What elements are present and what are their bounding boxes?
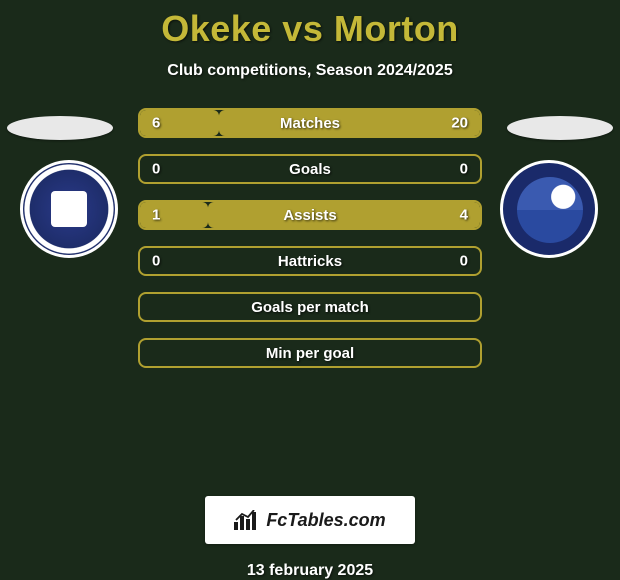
bar-chart-icon bbox=[234, 510, 260, 530]
stat-value-left: 0 bbox=[152, 161, 160, 178]
stat-value-left: 1 bbox=[152, 207, 160, 224]
header: Okeke vs Morton Club competitions, Seaso… bbox=[0, 0, 620, 80]
stat-row: Goals 0 0 bbox=[138, 154, 482, 184]
stat-label: Goals bbox=[289, 161, 331, 178]
stat-row: Goals per match bbox=[138, 292, 482, 322]
page-subtitle: Club competitions, Season 2024/2025 bbox=[0, 62, 620, 80]
stat-row: Matches 6 20 bbox=[138, 108, 482, 138]
stat-label: Goals per match bbox=[251, 299, 369, 316]
stat-fill-left bbox=[140, 202, 208, 228]
southend-badge-icon bbox=[500, 160, 598, 258]
stat-label: Assists bbox=[283, 207, 336, 224]
stats-container: Matches620Goals00Assists14Hattricks00Goa… bbox=[138, 108, 482, 384]
club-logo-right bbox=[500, 160, 598, 258]
date-text: 13 february 2025 bbox=[0, 562, 620, 580]
stat-value-right: 20 bbox=[451, 115, 468, 132]
stat-label: Hattricks bbox=[278, 253, 342, 270]
page-title: Okeke vs Morton bbox=[0, 8, 620, 50]
branding-text: FcTables.com bbox=[266, 510, 385, 531]
comparison-content: Matches620Goals00Assists14Hattricks00Goa… bbox=[0, 108, 620, 488]
stat-value-right: 0 bbox=[460, 253, 468, 270]
club-logo-left bbox=[20, 160, 118, 258]
stat-row: Hattricks 0 0 bbox=[138, 246, 482, 276]
stat-value-right: 0 bbox=[460, 161, 468, 178]
stat-value-right: 4 bbox=[460, 207, 468, 224]
stat-fill-right bbox=[219, 110, 480, 136]
stat-row: Assists 1 4 bbox=[138, 200, 482, 230]
player-right-oval bbox=[507, 116, 613, 140]
stat-label: Min per goal bbox=[266, 345, 354, 362]
stat-value-left: 6 bbox=[152, 115, 160, 132]
player-left-oval bbox=[7, 116, 113, 140]
rochdale-badge-icon bbox=[20, 160, 118, 258]
stat-row: Min per goal bbox=[138, 338, 482, 368]
branding-box: FcTables.com bbox=[205, 496, 415, 544]
stat-label: Matches bbox=[280, 115, 340, 132]
stat-value-left: 0 bbox=[152, 253, 160, 270]
stat-fill-right bbox=[208, 202, 480, 228]
